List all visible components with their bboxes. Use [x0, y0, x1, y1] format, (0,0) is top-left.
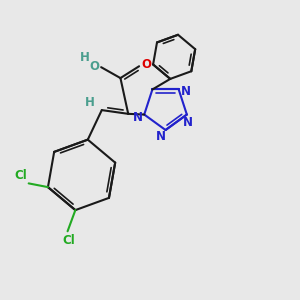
Text: Cl: Cl	[62, 234, 75, 247]
Text: Cl: Cl	[15, 169, 27, 182]
Text: N: N	[132, 110, 142, 124]
Text: H: H	[85, 97, 95, 110]
Text: N: N	[183, 116, 193, 128]
Text: O: O	[142, 58, 152, 71]
Text: N: N	[156, 130, 166, 143]
Text: H: H	[80, 51, 90, 64]
Text: N: N	[181, 85, 190, 98]
Text: O: O	[90, 60, 100, 73]
